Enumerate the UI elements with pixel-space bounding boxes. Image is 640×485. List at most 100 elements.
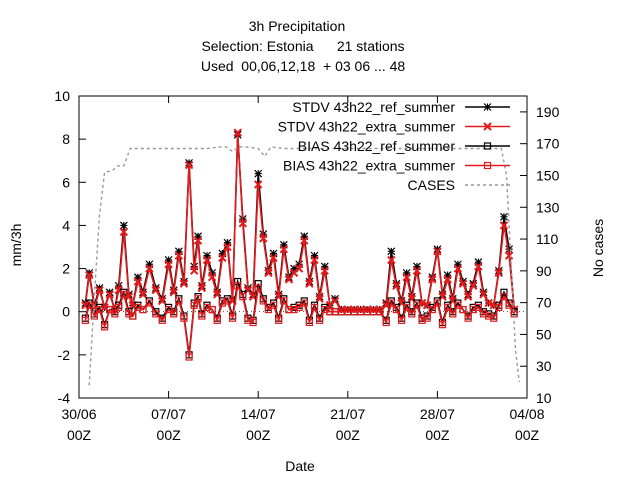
data-point xyxy=(310,251,319,260)
data-point xyxy=(331,294,339,303)
data-point xyxy=(223,242,232,252)
data-point xyxy=(125,310,133,318)
x-tick-label: 30/06 xyxy=(61,406,96,422)
data-point xyxy=(387,299,395,307)
data-point xyxy=(464,290,473,299)
y2-tick-label: 190 xyxy=(536,104,560,120)
x-tick-label: 28/07 xyxy=(420,406,455,422)
data-point xyxy=(505,245,514,254)
data-point xyxy=(119,227,129,237)
legend-label: CASES xyxy=(408,177,455,193)
data-point xyxy=(218,249,227,258)
data-point xyxy=(485,312,493,320)
data-point xyxy=(202,255,212,265)
data-point xyxy=(115,303,123,311)
data-point xyxy=(184,160,194,170)
data-point xyxy=(145,264,154,273)
data-point xyxy=(315,294,324,303)
data-point xyxy=(190,301,198,309)
chart-legend: STDV 43h22_ref_summer STDV 43h22_extra_su… xyxy=(278,99,510,193)
data-point xyxy=(428,275,437,284)
legend-label: BIAS 43h22_extra_summer xyxy=(283,158,455,174)
data-point xyxy=(294,264,304,273)
y2-tick-label: 110 xyxy=(536,231,559,247)
data-point xyxy=(249,318,257,327)
data-point xyxy=(428,305,436,314)
data-point xyxy=(438,321,447,329)
data-point xyxy=(145,299,153,307)
data-point xyxy=(449,310,457,318)
y-tick-label: 4 xyxy=(62,217,70,233)
x-tick-label-time: 00Z xyxy=(67,427,92,443)
data-point xyxy=(208,268,217,277)
data-point xyxy=(279,244,289,254)
data-point xyxy=(392,305,401,314)
data-point xyxy=(285,305,293,314)
data-point xyxy=(495,303,503,311)
data-point xyxy=(170,310,178,318)
legend-label: STDV 43h22_ref_summer xyxy=(292,99,455,115)
data-point xyxy=(164,260,173,269)
x-tick-label: 04/08 xyxy=(509,406,544,422)
data-point xyxy=(474,303,482,311)
title-line-3: Used 00,06,12,18 + 03 06 ... 48 xyxy=(201,58,406,74)
data-point xyxy=(259,234,268,243)
x-tick-label: 07/07 xyxy=(151,406,186,422)
data-point xyxy=(165,305,173,314)
data-point xyxy=(174,247,183,256)
data-point xyxy=(453,260,462,269)
y2-tick-label: 50 xyxy=(536,326,552,342)
data-point xyxy=(203,303,211,311)
data-point xyxy=(295,303,303,311)
data-point xyxy=(320,262,329,271)
data-point xyxy=(139,305,147,314)
legend-label: STDV 43h22_extra_summer xyxy=(278,119,456,135)
data-point xyxy=(85,268,94,277)
data-point xyxy=(505,301,513,309)
plot-frame xyxy=(78,95,528,399)
data-point xyxy=(290,264,298,273)
series-3 xyxy=(81,282,518,361)
data-point xyxy=(207,272,217,282)
data-point xyxy=(295,260,304,269)
data-point xyxy=(238,219,248,228)
data-point xyxy=(320,266,329,275)
data-point xyxy=(413,301,421,309)
data-point xyxy=(402,272,411,282)
data-point xyxy=(134,303,142,311)
x-tick-label-time: 00Z xyxy=(425,427,450,443)
data-point xyxy=(269,253,278,262)
data-point xyxy=(81,316,90,324)
y-tick-label: -4 xyxy=(58,390,71,406)
data-point xyxy=(412,262,421,271)
data-point xyxy=(106,305,114,314)
data-point xyxy=(300,236,309,245)
series-line xyxy=(84,278,515,356)
data-point xyxy=(443,275,452,284)
data-point xyxy=(474,258,483,267)
data-point xyxy=(208,305,216,314)
data-point xyxy=(443,271,452,279)
data-point xyxy=(254,169,263,178)
y-tick-label: 6 xyxy=(62,174,70,190)
data-point xyxy=(233,128,242,137)
data-point xyxy=(433,247,442,256)
data-point xyxy=(138,290,148,299)
data-point xyxy=(269,301,278,309)
data-point xyxy=(305,318,313,327)
data-point xyxy=(194,232,202,241)
data-point xyxy=(223,238,232,247)
data-point xyxy=(175,297,183,305)
data-point xyxy=(316,316,324,324)
data-point xyxy=(194,295,202,303)
data-point xyxy=(484,298,493,308)
data-point xyxy=(174,251,184,260)
data-point xyxy=(423,314,431,322)
y-tick-label: 2 xyxy=(62,261,70,277)
title-line-2: Selection: Estonia 21 stations xyxy=(201,38,404,54)
data-point xyxy=(474,262,483,271)
data-point xyxy=(189,266,199,275)
data-point xyxy=(463,292,473,301)
data-point xyxy=(157,296,167,306)
data-point xyxy=(453,264,463,273)
